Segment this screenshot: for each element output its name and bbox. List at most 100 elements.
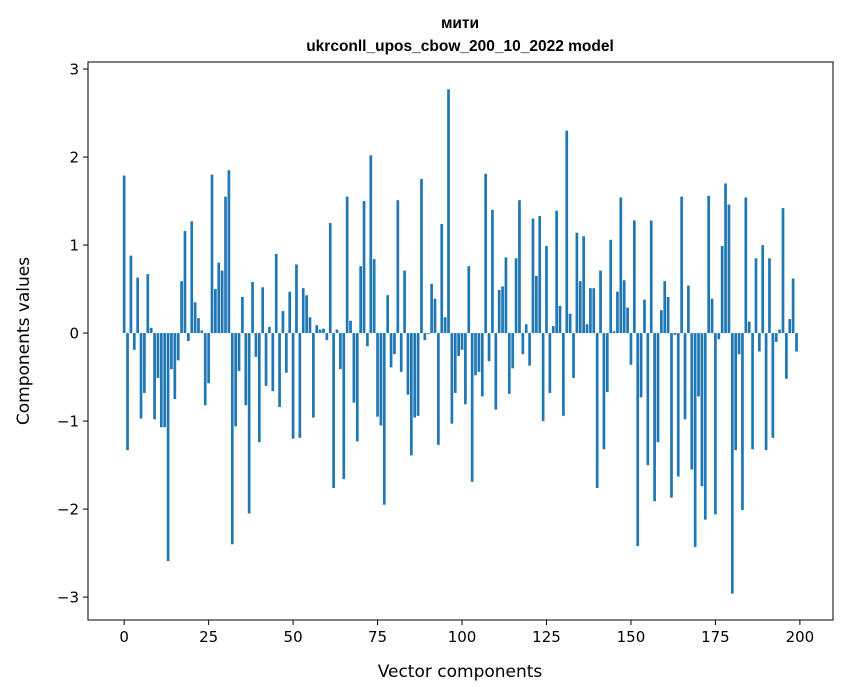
bar-104 (474, 333, 477, 376)
bar-23 (200, 330, 204, 334)
bar-5 (139, 333, 143, 419)
bar-29 (220, 270, 224, 334)
bar-169 (693, 333, 697, 547)
bar-99 (457, 333, 460, 356)
chart-title: мити (441, 15, 479, 32)
bar-106 (480, 333, 484, 397)
bar-144 (609, 239, 613, 334)
bar-1 (126, 333, 129, 451)
bar-113 (504, 257, 508, 334)
bar-154 (643, 299, 646, 334)
bar-138 (589, 288, 592, 334)
x-tick-label: 100 (448, 628, 477, 646)
y-axis-label: Components values (14, 257, 34, 425)
bar-192 (771, 333, 775, 438)
bar-189 (761, 245, 765, 334)
bar-53 (301, 288, 305, 334)
bar-173 (707, 195, 711, 334)
bar-40 (257, 333, 261, 443)
y-tick-label: −3 (57, 589, 79, 607)
bar-38 (251, 282, 254, 334)
bar-37 (247, 333, 251, 514)
bar-149 (626, 307, 629, 334)
x-tick-label: 50 (284, 628, 303, 646)
bar-25 (207, 333, 210, 384)
bar-123 (538, 216, 542, 334)
bar-172 (703, 333, 707, 520)
bar-128 (555, 210, 558, 334)
bar-15 (173, 333, 177, 400)
bar-112 (501, 286, 504, 334)
bar-162 (670, 333, 673, 498)
bar-83 (403, 270, 406, 334)
bar-26 (210, 174, 214, 334)
bar-63 (335, 329, 339, 334)
bar-114 (507, 333, 511, 394)
bar-65 (342, 333, 346, 480)
bar-179 (727, 204, 731, 334)
x-tick-label: 175 (701, 628, 730, 646)
bar-49 (288, 291, 292, 334)
y-tick-label: 1 (69, 237, 79, 255)
bar-175 (714, 333, 717, 515)
bar-180 (730, 333, 734, 594)
bar-64 (339, 333, 342, 370)
bar-133 (572, 333, 575, 378)
bar-125 (545, 245, 548, 334)
bar-31 (227, 170, 231, 334)
bar-130 (562, 333, 565, 416)
bar-51 (295, 264, 298, 334)
bar-167 (687, 285, 690, 334)
bar-46 (278, 333, 281, 408)
y-axis: −3 −2 −1 0 1 2 3 (57, 61, 88, 607)
bar-79 (389, 333, 393, 368)
bar-87 (416, 333, 420, 416)
bar-105 (477, 333, 481, 372)
bar-116 (514, 258, 518, 334)
bar-110 (494, 333, 498, 410)
bar-48 (284, 333, 288, 373)
bar-94 (440, 223, 444, 334)
bar-3 (132, 333, 136, 350)
bar-191 (768, 258, 771, 334)
bar-50 (291, 333, 295, 439)
bar-140 (595, 333, 599, 488)
bar-88 (420, 179, 423, 334)
x-tick-label: 200 (786, 628, 815, 646)
bar-176 (717, 333, 721, 340)
bar-170 (697, 333, 700, 397)
bar-56 (312, 333, 315, 418)
bar-19 (186, 333, 190, 341)
bar-193 (774, 333, 778, 342)
bar-171 (700, 333, 704, 487)
bar-137 (585, 324, 589, 334)
bar-90 (426, 333, 430, 334)
bar-44 (271, 333, 275, 392)
bar-101 (464, 333, 467, 405)
bar-121 (531, 218, 535, 334)
bar-158 (656, 333, 660, 443)
bar-126 (548, 333, 552, 393)
bar-18 (183, 230, 187, 334)
bar-21 (193, 302, 197, 334)
bar-73 (369, 155, 373, 334)
x-tick-label: 150 (617, 628, 646, 646)
bar-76 (379, 333, 383, 426)
chart-subtitle: ukrconll_upos_cbow_200_10_2022 model (306, 38, 614, 55)
bar-16 (176, 333, 180, 361)
bar-196 (785, 333, 788, 379)
bar-118 (521, 333, 525, 355)
bar-165 (680, 196, 683, 334)
bar-71 (362, 201, 366, 334)
bar-43 (268, 326, 271, 334)
bar-12 (163, 333, 167, 428)
bar-92 (433, 298, 437, 334)
bar-177 (720, 245, 724, 334)
bar-124 (541, 333, 545, 422)
bar-142 (602, 333, 606, 450)
bar-122 (535, 275, 538, 334)
bar-54 (305, 295, 308, 334)
bar-109 (491, 209, 494, 334)
bar-163 (673, 333, 677, 335)
x-tick-label: 0 (119, 628, 129, 646)
